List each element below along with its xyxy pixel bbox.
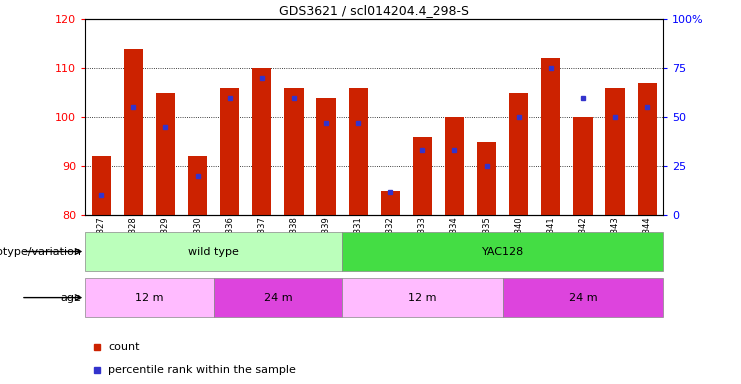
Bar — [413, 137, 432, 215]
Bar — [188, 156, 207, 215]
Title: GDS3621 / scl014204.4_298-S: GDS3621 / scl014204.4_298-S — [279, 3, 469, 17]
Bar — [574, 117, 593, 215]
Bar — [85, 278, 213, 317]
Text: age: age — [61, 293, 82, 303]
Bar — [381, 190, 400, 215]
Bar — [342, 278, 502, 317]
Bar — [445, 117, 464, 215]
Bar — [124, 49, 143, 215]
Bar — [213, 278, 342, 317]
Bar — [348, 88, 368, 215]
Text: 24 m: 24 m — [264, 293, 292, 303]
Bar — [92, 156, 111, 215]
Text: genotype/variation: genotype/variation — [0, 247, 82, 257]
Text: wild type: wild type — [188, 247, 239, 257]
Bar — [605, 88, 625, 215]
Bar — [477, 142, 496, 215]
Bar — [220, 88, 239, 215]
Bar — [285, 88, 304, 215]
Bar — [156, 93, 175, 215]
Bar — [637, 83, 657, 215]
Text: count: count — [108, 341, 140, 352]
Bar — [541, 58, 560, 215]
Text: 24 m: 24 m — [568, 293, 597, 303]
Text: percentile rank within the sample: percentile rank within the sample — [108, 364, 296, 375]
Bar — [85, 232, 342, 271]
Bar — [509, 93, 528, 215]
Bar — [252, 68, 271, 215]
Bar — [342, 232, 663, 271]
Text: 12 m: 12 m — [135, 293, 164, 303]
Text: YAC128: YAC128 — [482, 247, 524, 257]
Bar — [502, 278, 663, 317]
Bar — [316, 98, 336, 215]
Text: 12 m: 12 m — [408, 293, 436, 303]
